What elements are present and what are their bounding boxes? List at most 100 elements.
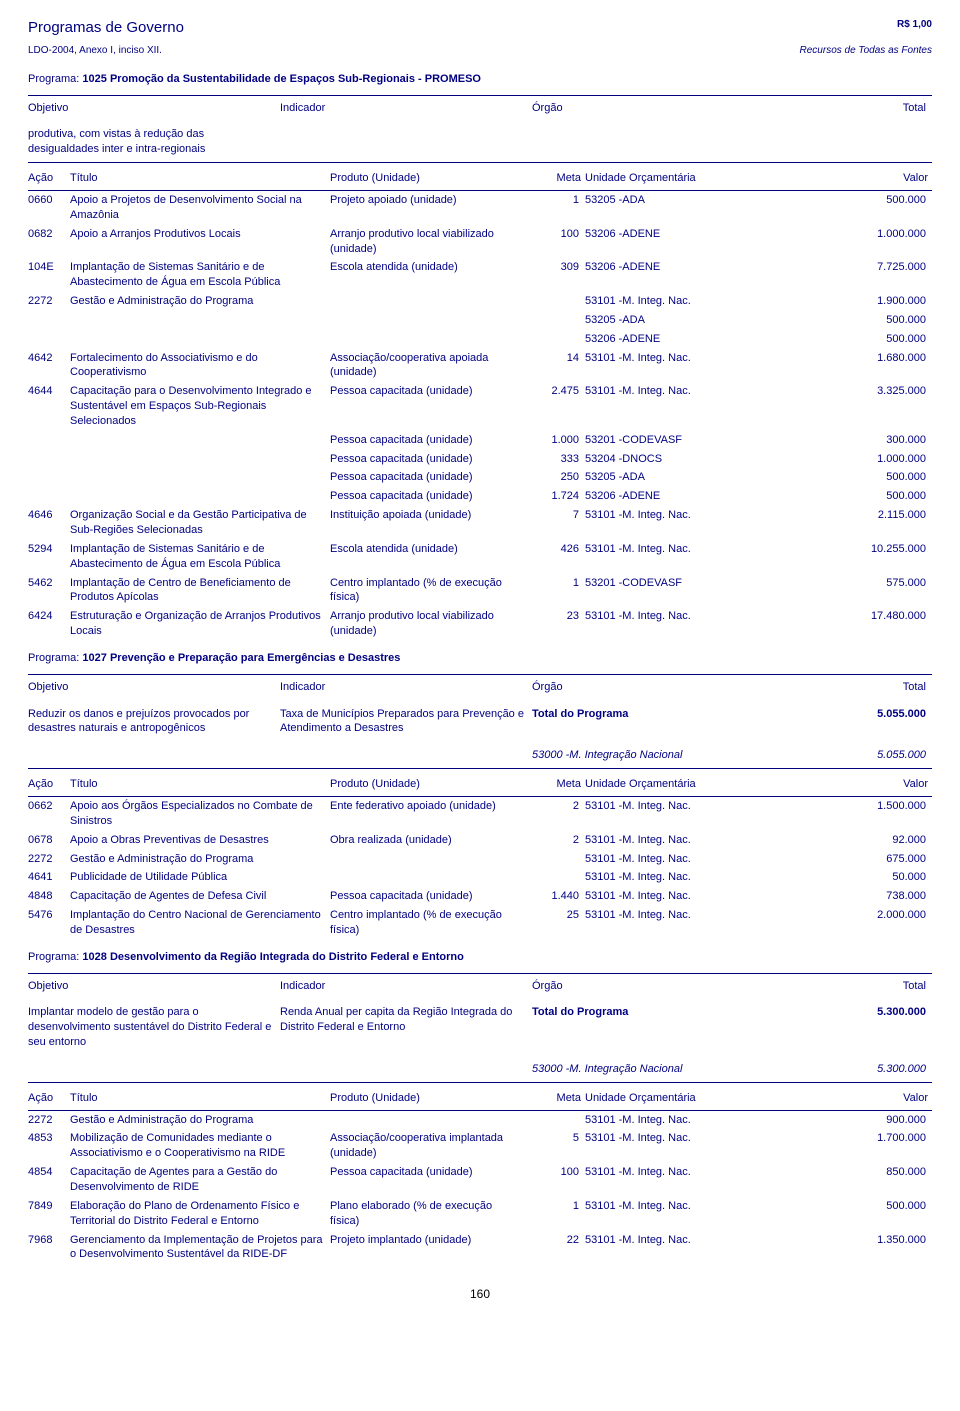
obj-body-row-org: 53000 -M. Integração Nacional 5.300.000 <box>28 1060 932 1083</box>
cell-title: Elaboração do Plano de Ordenamento Físic… <box>70 1197 330 1231</box>
cell-title: Capacitação de Agentes para a Gestão do … <box>70 1163 330 1197</box>
table-row: 4644Capacitação para o Desenvolvimento I… <box>28 382 932 431</box>
cell-code: 4642 <box>28 349 70 383</box>
cell-unit: 53101 -M. Integ. Nac. <box>585 1163 775 1197</box>
cell-title: Apoio a Obras Preventivas de Desastres <box>70 831 330 850</box>
ldo-ref: LDO-2004, Anexo I, inciso XII. <box>28 44 162 58</box>
cell-meta: 1 <box>530 1197 585 1231</box>
th-produto: Produto (Unidade) <box>330 1089 530 1110</box>
th-valor: Valor <box>775 775 932 796</box>
cell-unit: 53206 -ADENE <box>585 225 775 259</box>
cell-unit: 53201 -CODEVASF <box>585 431 775 450</box>
total-h: Total <box>822 977 932 996</box>
cell-value: 900.000 <box>775 1110 932 1129</box>
cell-product: Pessoa capacitada (unidade) <box>330 487 530 506</box>
total-h: Total <box>822 678 932 697</box>
cell-title: Implantação de Sistemas Sanitário e de A… <box>70 258 330 292</box>
cell-value: 10.255.000 <box>775 540 932 574</box>
cell-meta: 5 <box>530 1129 585 1163</box>
programa-label: Programa: <box>28 73 79 85</box>
cell-product: Associação/cooperativa implantada (unida… <box>330 1129 530 1163</box>
cell-value: 1.000.000 <box>775 225 932 259</box>
cell-title: Apoio aos Órgãos Especializados no Comba… <box>70 796 330 830</box>
p3-org: 53000 -M. Integração Nacional <box>532 1060 822 1079</box>
cell-value: 1.680.000 <box>775 349 932 383</box>
p3-total-programa: Total do Programa <box>532 1003 822 1052</box>
cell-code <box>28 330 70 349</box>
cell-product: Escola atendida (unidade) <box>330 540 530 574</box>
programa-label: Programa: <box>28 652 79 664</box>
cell-product: Centro implantado (% de execução física) <box>330 906 530 940</box>
cell-value: 500.000 <box>775 487 932 506</box>
cell-code <box>28 468 70 487</box>
cell-meta: 2.475 <box>530 382 585 431</box>
cell-title: Mobilização de Comunidades mediante o As… <box>70 1129 330 1163</box>
cell-title: Publicidade de Utilidade Pública <box>70 868 330 887</box>
table-row: 53206 -ADENE500.000 <box>28 330 932 349</box>
cell-code: 7968 <box>28 1231 70 1265</box>
cell-title: Gestão e Administração do Programa <box>70 850 330 869</box>
cell-value: 1.350.000 <box>775 1231 932 1265</box>
actions-thead: Ação Título Produto (Unidade) Meta Unida… <box>28 775 932 796</box>
obj-header-row: Objetivo Indicador Órgão Total <box>28 95 932 118</box>
cell-unit: 53101 -M. Integ. Nac. <box>585 796 775 830</box>
th-unidade: Unidade Orçamentária <box>585 1089 775 1110</box>
table-row: 2272Gestão e Administração do Programa53… <box>28 292 932 311</box>
cell-code: 5462 <box>28 574 70 608</box>
p1-orgao <box>532 125 822 159</box>
page-subheader: LDO-2004, Anexo I, inciso XII. Recursos … <box>28 38 932 58</box>
table-row: 5476Implantação do Centro Nacional de Ge… <box>28 906 932 940</box>
cell-meta <box>530 311 585 330</box>
cell-title <box>70 450 330 469</box>
cell-code: 5294 <box>28 540 70 574</box>
th-valor: Valor <box>775 169 932 190</box>
th-titulo: Título <box>70 169 330 190</box>
cell-title: Apoio a Projetos de Desenvolvimento Soci… <box>70 190 330 224</box>
cell-title <box>70 431 330 450</box>
cell-meta: 1 <box>530 574 585 608</box>
th-meta: Meta <box>530 775 585 796</box>
indicador-h: Indicador <box>280 99 532 118</box>
th-meta: Meta <box>530 169 585 190</box>
actions-tbody-1028: 2272Gestão e Administração do Programa53… <box>28 1110 932 1264</box>
cell-unit: 53101 -M. Integ. Nac. <box>585 382 775 431</box>
cell-value: 1.000.000 <box>775 450 932 469</box>
cell-code: 104E <box>28 258 70 292</box>
th-unidade: Unidade Orçamentária <box>585 775 775 796</box>
total-h: Total <box>822 99 932 118</box>
table-row: 0682Apoio a Arranjos Produtivos LocaisAr… <box>28 225 932 259</box>
cell-product <box>330 311 530 330</box>
p2-total-v: 5.055.000 <box>822 705 932 739</box>
cell-meta: 1.724 <box>530 487 585 506</box>
page-number: 160 <box>28 1286 932 1302</box>
cell-meta: 2 <box>530 796 585 830</box>
cell-unit: 53101 -M. Integ. Nac. <box>585 868 775 887</box>
th-produto: Produto (Unidade) <box>330 775 530 796</box>
cell-unit: 53101 -M. Integ. Nac. <box>585 831 775 850</box>
cell-code: 2272 <box>28 1110 70 1129</box>
cell-unit: 53204 -DNOCS <box>585 450 775 469</box>
cell-value: 675.000 <box>775 850 932 869</box>
cell-title: Apoio a Arranjos Produtivos Locais <box>70 225 330 259</box>
cell-value: 2.000.000 <box>775 906 932 940</box>
cell-unit: 53205 -ADA <box>585 468 775 487</box>
actions-tbody-1027: 0662Apoio aos Órgãos Especializados no C… <box>28 796 932 939</box>
cell-code: 4644 <box>28 382 70 431</box>
obj-body-row-org: 53000 -M. Integração Nacional 5.055.000 <box>28 746 932 769</box>
cell-meta: 100 <box>530 225 585 259</box>
table-row: 6424Estruturação e Organização de Arranj… <box>28 607 932 641</box>
cell-value: 17.480.000 <box>775 607 932 641</box>
table-row: 4641Publicidade de Utilidade Pública5310… <box>28 868 932 887</box>
p2-indicador: Taxa de Municípios Preparados para Preve… <box>280 705 532 739</box>
cell-unit: 53101 -M. Integ. Nac. <box>585 292 775 311</box>
cell-meta: 309 <box>530 258 585 292</box>
currency-label: R$ 1,00 <box>897 18 932 32</box>
cell-value: 1.700.000 <box>775 1129 932 1163</box>
cell-meta: 250 <box>530 468 585 487</box>
cell-code <box>28 431 70 450</box>
cell-value: 1.900.000 <box>775 292 932 311</box>
table-row: 0662Apoio aos Órgãos Especializados no C… <box>28 796 932 830</box>
p2-org-v: 5.055.000 <box>822 746 932 765</box>
cell-code <box>28 450 70 469</box>
cell-title <box>70 330 330 349</box>
